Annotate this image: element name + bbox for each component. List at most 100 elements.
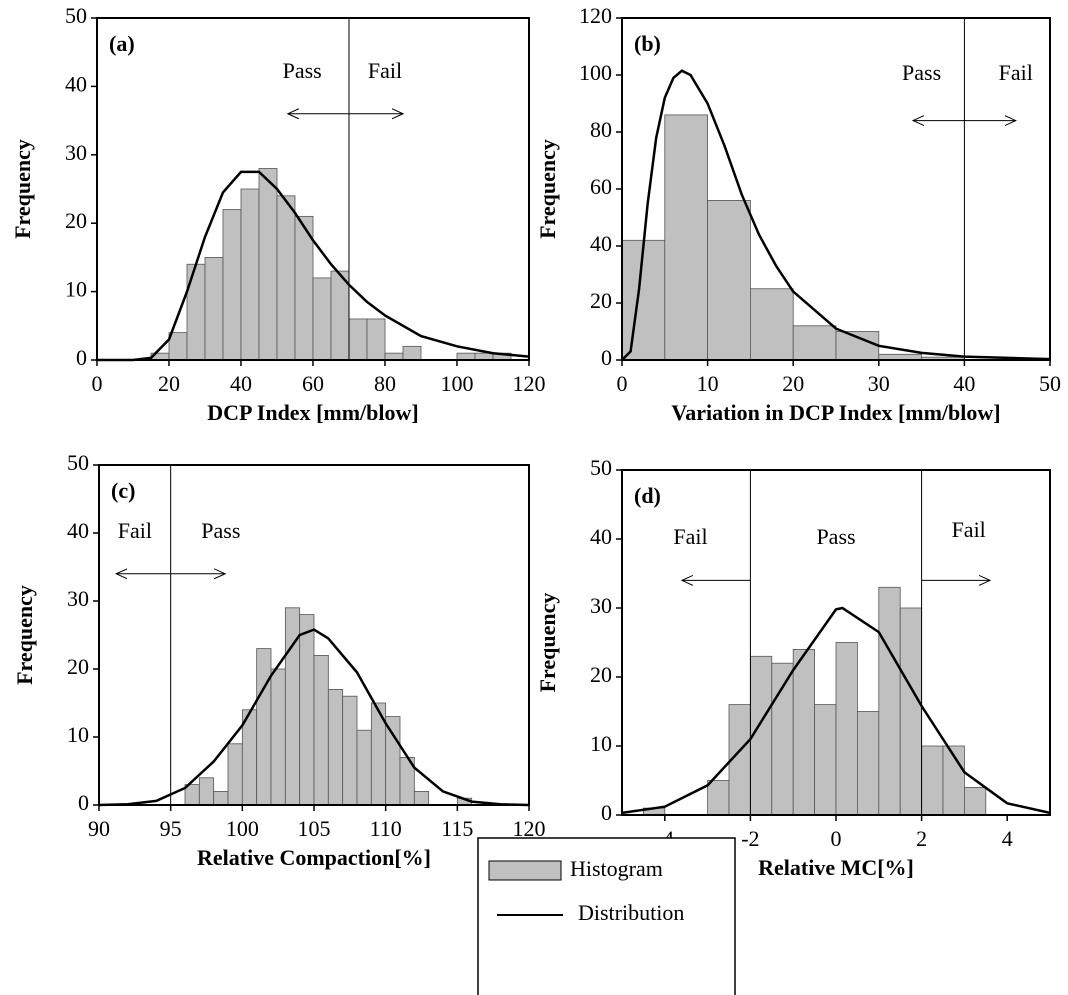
y-tick-label: 30 xyxy=(65,140,87,165)
panel-label: (b) xyxy=(634,31,661,56)
bar xyxy=(256,648,272,806)
panel-label: (a) xyxy=(109,31,135,56)
y-tick-label: 40 xyxy=(590,524,612,549)
legend-label: Distribution xyxy=(578,900,684,925)
x-axis-label: Relative Compaction[%] xyxy=(197,845,431,870)
y-tick-label: 0 xyxy=(76,345,87,370)
bar xyxy=(857,711,880,816)
y-tick-label: 20 xyxy=(65,208,87,233)
annotation: Fail xyxy=(952,517,986,542)
x-axis-label: Relative MC[%] xyxy=(758,855,914,880)
bar xyxy=(313,655,329,806)
y-tick-label: 10 xyxy=(67,722,89,747)
annotation: Fail xyxy=(368,58,402,83)
y-tick-label: 20 xyxy=(590,288,612,313)
x-tick-label: 0 xyxy=(831,826,842,851)
bar xyxy=(299,614,315,806)
y-tick-label: 30 xyxy=(67,586,89,611)
distribution-line xyxy=(621,69,1051,361)
x-tick-label: 110 xyxy=(370,816,402,841)
annotation: Pass xyxy=(816,524,855,549)
x-axis-label: Variation in DCP Index [mm/blow] xyxy=(671,400,1000,425)
annotation: Pass xyxy=(902,60,941,85)
y-tick-label: 50 xyxy=(67,450,89,475)
bar xyxy=(899,607,923,816)
bar xyxy=(750,288,794,361)
y-tick-label: 30 xyxy=(590,593,612,618)
x-tick-label: 40 xyxy=(953,371,975,396)
panel: Pass Fail 0 10 20 30 40 50 0 20 40 60 80 100 120 (b) Var… xyxy=(535,3,1061,425)
bar xyxy=(186,263,206,361)
y-tick-label: 40 xyxy=(65,71,87,96)
bar xyxy=(213,791,229,806)
bar xyxy=(198,777,215,806)
bar xyxy=(258,168,278,361)
bar xyxy=(342,695,358,806)
x-tick-label: 2 xyxy=(916,826,927,851)
bar xyxy=(814,704,837,816)
annotation: Pass xyxy=(201,518,240,543)
panel-label: (c) xyxy=(111,478,135,503)
legend-label: Histogram xyxy=(570,856,663,881)
bar xyxy=(168,332,188,361)
y-axis-label: Frequency xyxy=(535,593,560,693)
annotation: Fail xyxy=(673,524,707,549)
bar xyxy=(276,195,296,361)
x-axis-label: DCP Index [mm/blow] xyxy=(207,400,418,425)
panel-label: (d) xyxy=(634,483,661,508)
y-tick-label: 20 xyxy=(67,654,89,679)
x-tick-label: 95 xyxy=(160,816,182,841)
x-tick-label: 4 xyxy=(1002,826,1013,851)
bar xyxy=(402,345,422,361)
bar xyxy=(474,352,494,361)
x-tick-label: -2 xyxy=(741,826,759,851)
y-axis-label: Frequency xyxy=(535,139,560,239)
x-tick-label: 100 xyxy=(441,371,474,396)
bar xyxy=(792,649,816,816)
bar xyxy=(707,780,730,816)
x-tick-label: 100 xyxy=(226,816,259,841)
bar xyxy=(456,352,476,361)
bar xyxy=(222,209,242,361)
y-tick-label: 40 xyxy=(67,518,89,543)
bar xyxy=(878,586,901,816)
x-tick-label: 30 xyxy=(868,371,890,396)
distribution-line xyxy=(97,170,530,362)
y-tick-label: 80 xyxy=(590,117,612,142)
annotation: Fail xyxy=(118,518,152,543)
bar xyxy=(330,270,350,361)
distribution-line xyxy=(98,628,530,807)
bar xyxy=(835,331,880,361)
x-tick-label: 20 xyxy=(158,371,180,396)
annotation: Fail xyxy=(999,60,1033,85)
y-tick-label: 10 xyxy=(65,277,87,302)
x-tick-label: 0 xyxy=(617,371,628,396)
x-tick-label: 50 xyxy=(1039,371,1061,396)
y-tick-label: 20 xyxy=(590,662,612,687)
bar xyxy=(356,729,372,806)
bar xyxy=(366,318,386,361)
panel: Pass Fail 0 20 40 60 80 100 120 0 10 20 30 40 50 (a) DCP… xyxy=(10,3,545,425)
x-tick-label: 80 xyxy=(374,371,396,396)
bar xyxy=(792,325,837,361)
y-axis-label: Frequency xyxy=(10,139,35,239)
legend-swatch xyxy=(488,860,562,881)
x-tick-label: 0 xyxy=(92,371,103,396)
y-tick-label: 10 xyxy=(590,731,612,756)
bar xyxy=(413,791,430,806)
x-tick-label: 60 xyxy=(302,371,324,396)
bar xyxy=(270,668,286,806)
y-tick-label: 40 xyxy=(590,231,612,256)
y-tick-label: 0 xyxy=(601,345,612,370)
x-tick-label: 105 xyxy=(298,816,331,841)
x-tick-label: 90 xyxy=(88,816,110,841)
x-tick-label: 115 xyxy=(441,816,473,841)
annotation: Pass xyxy=(283,58,322,83)
bar xyxy=(835,642,858,816)
bar xyxy=(964,787,987,816)
bar xyxy=(348,318,368,361)
panel: FailPassFail-4-202401020304050(d)Relativ… xyxy=(535,455,1051,880)
bar xyxy=(240,188,260,361)
y-tick-label: 120 xyxy=(579,3,612,28)
